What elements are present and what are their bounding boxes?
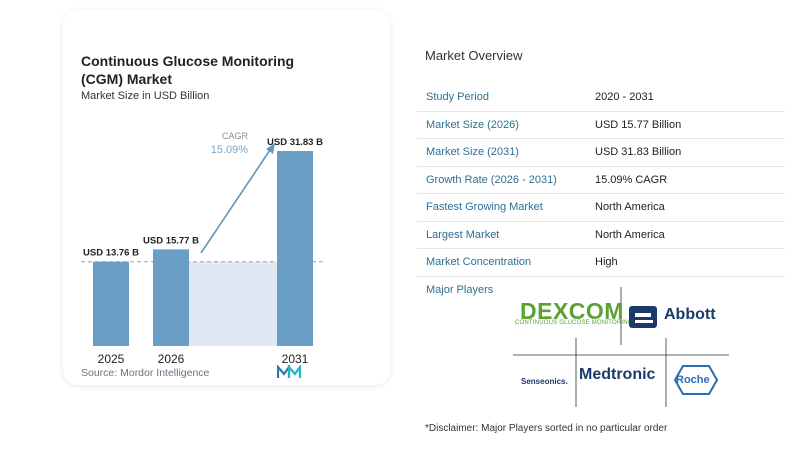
overview-row-value: USD 15.77 Billion xyxy=(595,118,682,131)
overview-row-value: 2020 - 2031 xyxy=(595,91,654,103)
overview-row-value: High xyxy=(595,256,618,268)
overview-row-label: Market Concentration xyxy=(426,256,532,268)
cagr-arrow-line xyxy=(200,149,271,254)
roche-hexagon-icon xyxy=(673,365,719,395)
overview-row: Market Size (2031) USD 31.83 Billion xyxy=(417,139,785,167)
x-tick-label: 2026 xyxy=(158,352,185,366)
bar xyxy=(277,151,313,346)
market-overview-title: Market Overview xyxy=(425,48,523,63)
market-overview-table: Study Period 2020 - 2031 Market Size (2026… xyxy=(417,84,785,277)
cagr-arrow-head-icon xyxy=(266,143,275,154)
disclaimer-text: *Disclaimer: Major Players sorted in no … xyxy=(425,423,668,434)
overview-row: Fastest Growing Market North America xyxy=(417,194,785,222)
abbott-logo: Abbott xyxy=(664,306,716,323)
bar-value-label: USD 15.77 B xyxy=(143,235,199,246)
chart-card: Continuous Glucose Monitoring (CGM) Mark… xyxy=(63,10,390,385)
cagr-value: 15.09% xyxy=(211,144,249,156)
chart-source: Source: Mordor Intelligence xyxy=(81,367,210,379)
overview-row-label: Market Size (2031) xyxy=(426,146,519,158)
overview-row-value: 15.09% CAGR xyxy=(595,173,668,186)
overview-row-value: USD 31.83 Billion xyxy=(595,146,682,158)
abbott-symbol-icon xyxy=(629,306,657,328)
bar-chart: USD 13.76 B 2025 USD 15.77 B 2026 USD 31.83 … xyxy=(81,131,325,366)
chart-title: Continuous Glucose Monitoring (CGM) Mark… xyxy=(81,53,295,87)
bar-value-label: USD 13.76 B xyxy=(83,248,139,259)
overview-row-value: North America xyxy=(595,228,665,241)
overview-row-label: Fastest Growing Market xyxy=(426,201,543,213)
overview-row-label: Study Period xyxy=(426,91,489,103)
bar xyxy=(93,261,129,346)
dexcom-tagline: CONTINUOUS GLUCOSE MONITORING xyxy=(515,320,633,326)
reference-band xyxy=(189,261,277,346)
overview-row-label: Growth Rate (2026 - 2031) xyxy=(426,173,557,186)
overview-row: Market Concentration High xyxy=(417,249,785,277)
overview-row-label: Market Size (2026) xyxy=(426,118,519,131)
x-tick-label: 2031 xyxy=(282,352,309,366)
overview-row: Study Period 2020 - 2031 xyxy=(417,84,785,112)
dexcom-logo: DEXCOM xyxy=(520,298,624,324)
overview-row: Largest Market North America xyxy=(417,222,785,249)
senseonics-logo: Senseonics. xyxy=(521,377,568,386)
overview-row-label: Largest Market xyxy=(426,228,500,241)
x-tick-label: 2025 xyxy=(98,352,125,366)
chart-subtitle: Market Size in USD Billion xyxy=(81,90,210,102)
roche-logo: Roche xyxy=(676,374,710,386)
overview-row-value: North America xyxy=(595,201,665,213)
major-players-label: Major Players xyxy=(426,284,494,296)
overview-row: Market Size (2026) USD 15.77 Billion xyxy=(417,112,785,139)
bar xyxy=(153,249,189,346)
cagr-label: CAGR xyxy=(222,131,249,141)
bar-value-label: USD 31.83 B xyxy=(267,137,323,148)
overview-row: Growth Rate (2026 - 2031) 15.09% CAGR xyxy=(417,167,785,194)
mordor-logo-icon xyxy=(277,365,301,378)
medtronic-logo: Medtronic xyxy=(579,366,656,383)
